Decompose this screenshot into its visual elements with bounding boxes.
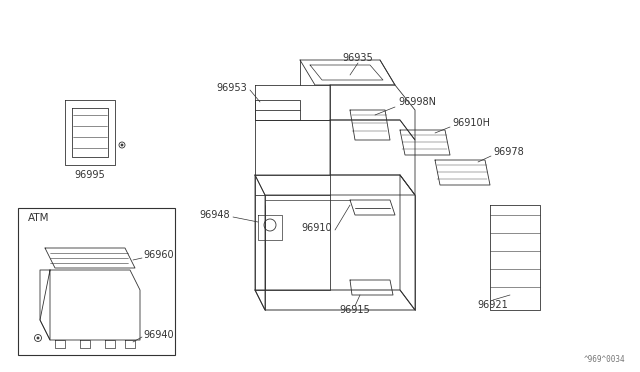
Text: 96940: 96940 <box>143 330 173 340</box>
Text: 96935: 96935 <box>342 53 373 63</box>
Text: 96915: 96915 <box>340 305 371 315</box>
Text: 96960: 96960 <box>143 250 173 260</box>
Text: ATM: ATM <box>28 213 49 223</box>
Text: 96995: 96995 <box>75 170 106 180</box>
Circle shape <box>121 144 123 146</box>
Text: 96921: 96921 <box>477 300 508 310</box>
Text: 96948: 96948 <box>200 210 230 220</box>
Text: 96953: 96953 <box>216 83 247 93</box>
Text: 96978: 96978 <box>493 147 524 157</box>
Bar <box>18 208 175 355</box>
Text: 96910H: 96910H <box>452 118 490 128</box>
Circle shape <box>37 337 39 339</box>
Text: ^969^0034: ^969^0034 <box>584 355 625 364</box>
Text: 96998N: 96998N <box>398 97 436 107</box>
Text: 96910: 96910 <box>301 223 332 233</box>
